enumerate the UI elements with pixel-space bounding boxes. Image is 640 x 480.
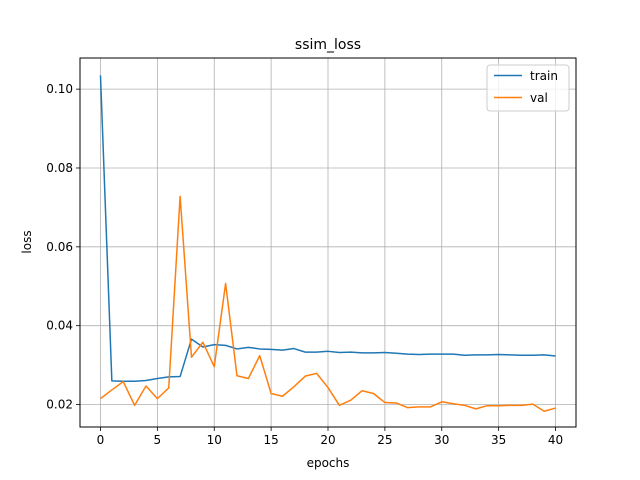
y-tick-label: 0.10 xyxy=(46,82,73,96)
legend-label-val: val xyxy=(530,91,548,105)
x-tick-label: 5 xyxy=(154,433,162,447)
x-axis-ticks: 0 5 10 15 20 25 30 35 40 xyxy=(97,427,563,447)
y-tick-label: 0.06 xyxy=(46,240,73,254)
legend: train val xyxy=(486,64,570,112)
x-tick-label: 0 xyxy=(97,433,105,447)
x-tick-label: 30 xyxy=(434,433,449,447)
y-tick-label: 0.04 xyxy=(46,319,73,333)
series-line-val xyxy=(100,195,556,412)
y-tick-label: 0.02 xyxy=(46,398,73,412)
series-line-train xyxy=(99,75,556,383)
x-tick-label: 25 xyxy=(377,433,392,447)
x-tick-label: 20 xyxy=(320,433,335,447)
y-tick-label: 0.08 xyxy=(46,161,73,175)
x-tick-label: 35 xyxy=(491,433,506,447)
x-tick-label: 10 xyxy=(207,433,222,447)
legend-box xyxy=(486,64,570,112)
series-lines xyxy=(99,75,556,412)
y-axis-ticks: 0.02 0.04 0.06 0.08 0.10 xyxy=(46,82,80,412)
chart-title: ssim_loss xyxy=(295,37,361,53)
x-axis-label: epochs xyxy=(307,456,350,470)
y-axis-label: loss xyxy=(20,230,34,253)
legend-label-train: train xyxy=(530,69,558,83)
grid xyxy=(80,58,576,427)
x-tick-label: 40 xyxy=(548,433,563,447)
x-tick-label: 15 xyxy=(263,433,278,447)
